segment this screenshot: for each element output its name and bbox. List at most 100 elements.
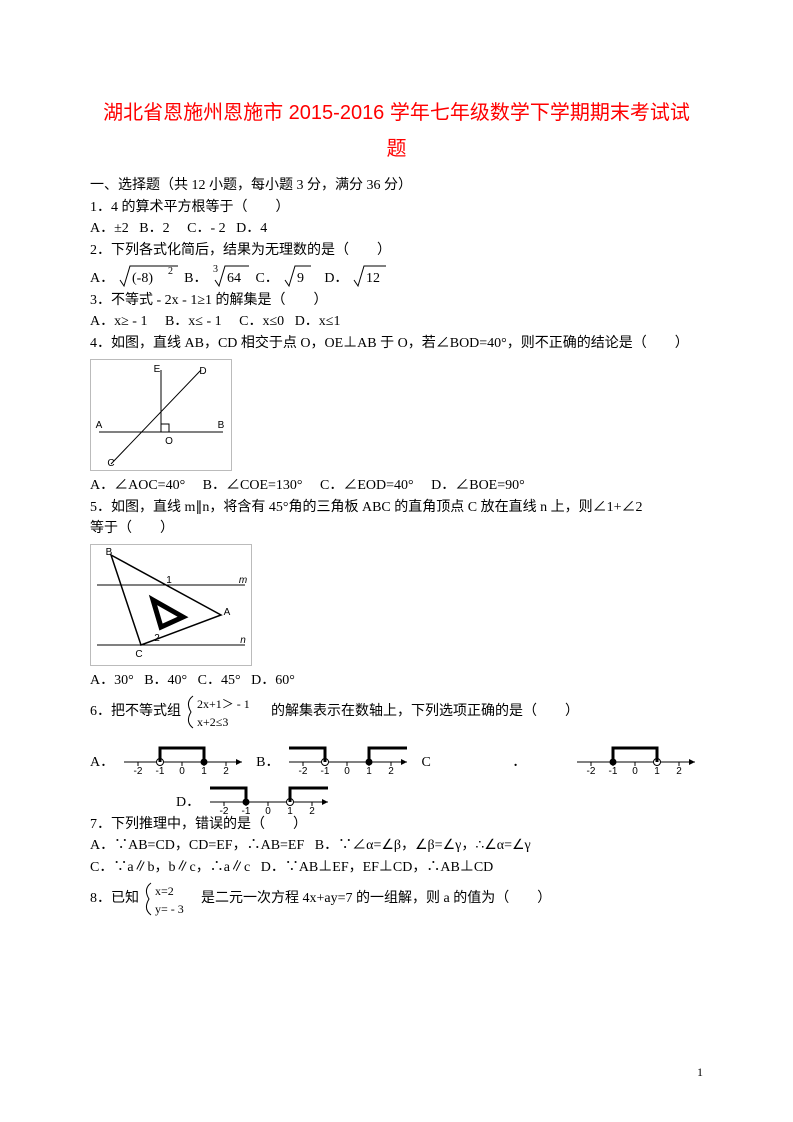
q7-CD: C．∵a∥b，b∥c，∴a∥c D．∵AB⊥EF，EF⊥CD，∴AB⊥CD	[90, 857, 703, 879]
q1-stem: 1．4 的算术平方根等于（ ）	[90, 197, 703, 219]
q5-A: A．30°	[90, 673, 134, 688]
svg-text:C: C	[135, 649, 142, 660]
svg-text:2: 2	[676, 766, 682, 774]
q7-AB: A．∵AB=CD，CD=EF，∴AB=EF B．∵∠α=∠β，∠β=∠γ，∴∠α…	[90, 835, 703, 857]
numberline-d-icon: -2 -1 0 1 2	[206, 778, 336, 814]
svg-text:y= - 3: y= - 3	[155, 902, 184, 916]
q8-pre: 8．已知	[90, 888, 139, 910]
title-line-1: 湖北省恩施州恩施市 2015-2016 学年七年级数学下学期期末考试试	[90, 95, 703, 131]
sqrt-9-icon: 9	[283, 262, 313, 290]
q8-post: 是二元一次方程 4x+ay=7 的一组解，则 a 的值为（ ）	[201, 888, 551, 910]
q7-A: A．∵AB=CD，CD=EF，∴AB=EF	[90, 838, 304, 853]
svg-text:2x+1＞ - 1: 2x+1＞ - 1	[197, 697, 250, 711]
svg-text:O: O	[165, 436, 173, 447]
sq-exp: 2	[168, 266, 173, 277]
q6-B: B．	[256, 752, 279, 774]
q3-options: A．x≥ - 1 B．x≤ - 1 C．x≤0 D．x≤1	[90, 311, 703, 333]
section-1-heading: 一、选择题（共 12 小题，每小题 3 分，满分 36 分）	[90, 175, 703, 197]
q4-stem: 4．如图，直线 AB，CD 相交于点 O，OE⊥AB 于 O，若∠BOD=40°…	[90, 333, 703, 355]
sqrt-neg8-sq-icon: (-8) 2	[118, 262, 180, 290]
svg-text:-1: -1	[321, 766, 330, 774]
q5-stem1: 5．如图，直线 m∥n，将含有 45°角的三角板 ABC 的直角顶点 C 放在直…	[90, 497, 703, 519]
q2-D: D．	[324, 268, 348, 290]
q3-stem: 3．不等式 - 2x - 1≥1 的解集是（ ）	[90, 290, 703, 312]
brace-xy-icon: x=2 y= - 3	[141, 879, 199, 919]
q4-options: A．∠AOC=40° B．∠COE=130° C．∠EOD=40° D．∠BOE…	[90, 475, 703, 497]
svg-text:1: 1	[166, 575, 172, 586]
cbrt-64-icon: 3 64	[211, 262, 251, 290]
svg-text:A: A	[224, 607, 231, 618]
svg-text:2: 2	[154, 633, 160, 644]
q1-A: A．±2	[90, 221, 129, 236]
svg-text:0: 0	[345, 766, 351, 774]
q4-C: C．∠EOD=40°	[320, 478, 414, 493]
q3-D: D．x≤1	[295, 314, 341, 329]
q6-stem: 6．把不等式组 2x+1＞ - 1 x+2≤3 的解集表示在数轴上，下列选项正确…	[90, 692, 703, 732]
svg-text:n: n	[240, 635, 246, 646]
svg-text:0: 0	[632, 766, 638, 774]
svg-text:B: B	[106, 547, 113, 558]
q6-C: C	[421, 752, 430, 774]
exam-title: 湖北省恩施州恩施市 2015-2016 学年七年级数学下学期期末考试试 题	[90, 95, 703, 167]
q7-D: D．∵AB⊥EF，EF⊥CD，∴AB⊥CD	[261, 860, 494, 875]
svg-text:-2: -2	[220, 806, 229, 814]
svg-text:0: 0	[265, 806, 271, 814]
q5-stem2: 等于（ ）	[90, 518, 703, 540]
svg-text:0: 0	[179, 766, 185, 774]
svg-text:1: 1	[201, 766, 207, 774]
q4-D: D．∠BOE=90°	[431, 478, 525, 493]
q7-C: C．∵a∥b，b∥c，∴a∥c	[90, 860, 250, 875]
q4-A: A．∠AOC=40°	[90, 478, 185, 493]
q6-post: 的解集表示在数轴上，下列选项正确的是（ ）	[271, 701, 579, 723]
svg-text:1: 1	[287, 806, 293, 814]
svg-text:m: m	[239, 575, 247, 586]
page-number: 1	[697, 1063, 703, 1082]
svg-text:-2: -2	[587, 766, 596, 774]
svg-text:1: 1	[367, 766, 373, 774]
svg-text:3: 3	[213, 264, 218, 275]
q3-B: B．x≤ - 1	[165, 314, 222, 329]
svg-text:9: 9	[297, 271, 304, 286]
q1-C: C．- 2	[187, 221, 226, 236]
q6-C-dot: ．	[512, 752, 526, 774]
q1-options: A．±2 B．2 C．- 2 D．4	[90, 218, 703, 240]
svg-text:x=2: x=2	[155, 884, 174, 898]
q3-A: A．x≥ - 1	[90, 314, 147, 329]
numberline-b-icon: -2-1012	[285, 738, 415, 774]
q2-C: C．	[255, 268, 278, 290]
q6-options-row1: A． -2 -1 0 1 2 B． -2 -1 0 1 2	[90, 738, 703, 774]
svg-text:(-8): (-8)	[132, 271, 153, 286]
q5-figure: m n B A C 1 2	[90, 544, 252, 666]
q7-B: B．∵∠α=∠β，∠β=∠γ，∴∠α=∠γ	[315, 838, 531, 853]
q6-options-row2: D． -2-1012	[90, 778, 703, 814]
exam-page: 湖北省恩施州恩施市 2015-2016 学年七年级数学下学期期末考试试 题 一、…	[0, 0, 793, 1122]
svg-text:B: B	[218, 420, 225, 431]
q3-C: C．x≤0	[239, 314, 284, 329]
svg-text:E: E	[154, 364, 161, 375]
q6-A: A．	[90, 752, 114, 774]
svg-text:2: 2	[309, 806, 315, 814]
svg-text:C: C	[107, 458, 114, 469]
sqrt-12-icon: 12	[352, 262, 388, 290]
svg-text:D: D	[199, 366, 206, 377]
svg-text:x+2≤3: x+2≤3	[197, 715, 228, 729]
q2-stem: 2．下列各式化简后，结果为无理数的是（ ）	[90, 240, 703, 262]
q1-D: D．4	[236, 221, 267, 236]
svg-text:64: 64	[227, 271, 241, 286]
q5-C: C．45°	[198, 673, 241, 688]
numberline-c-icon: -2-1012	[573, 738, 703, 774]
q1-B: B．2	[139, 221, 169, 236]
svg-text:-2: -2	[299, 766, 308, 774]
q2-B: B．	[184, 268, 207, 290]
svg-text:-2: -2	[134, 766, 143, 774]
svg-text:-1: -1	[156, 766, 165, 774]
numberline-a-icon: -2 -1 0 1 2	[120, 738, 250, 774]
svg-text:A: A	[96, 420, 103, 431]
svg-text:-1: -1	[242, 806, 251, 814]
q8-stem: 8．已知 x=2 y= - 3 是二元一次方程 4x+ay=7 的一组解，则 a…	[90, 879, 703, 919]
q2-A: A．	[90, 268, 114, 290]
q5-B: B．40°	[144, 673, 187, 688]
svg-text:2: 2	[223, 766, 229, 774]
q4-figure: A B C D E O	[90, 359, 232, 471]
svg-text:-1: -1	[609, 766, 618, 774]
